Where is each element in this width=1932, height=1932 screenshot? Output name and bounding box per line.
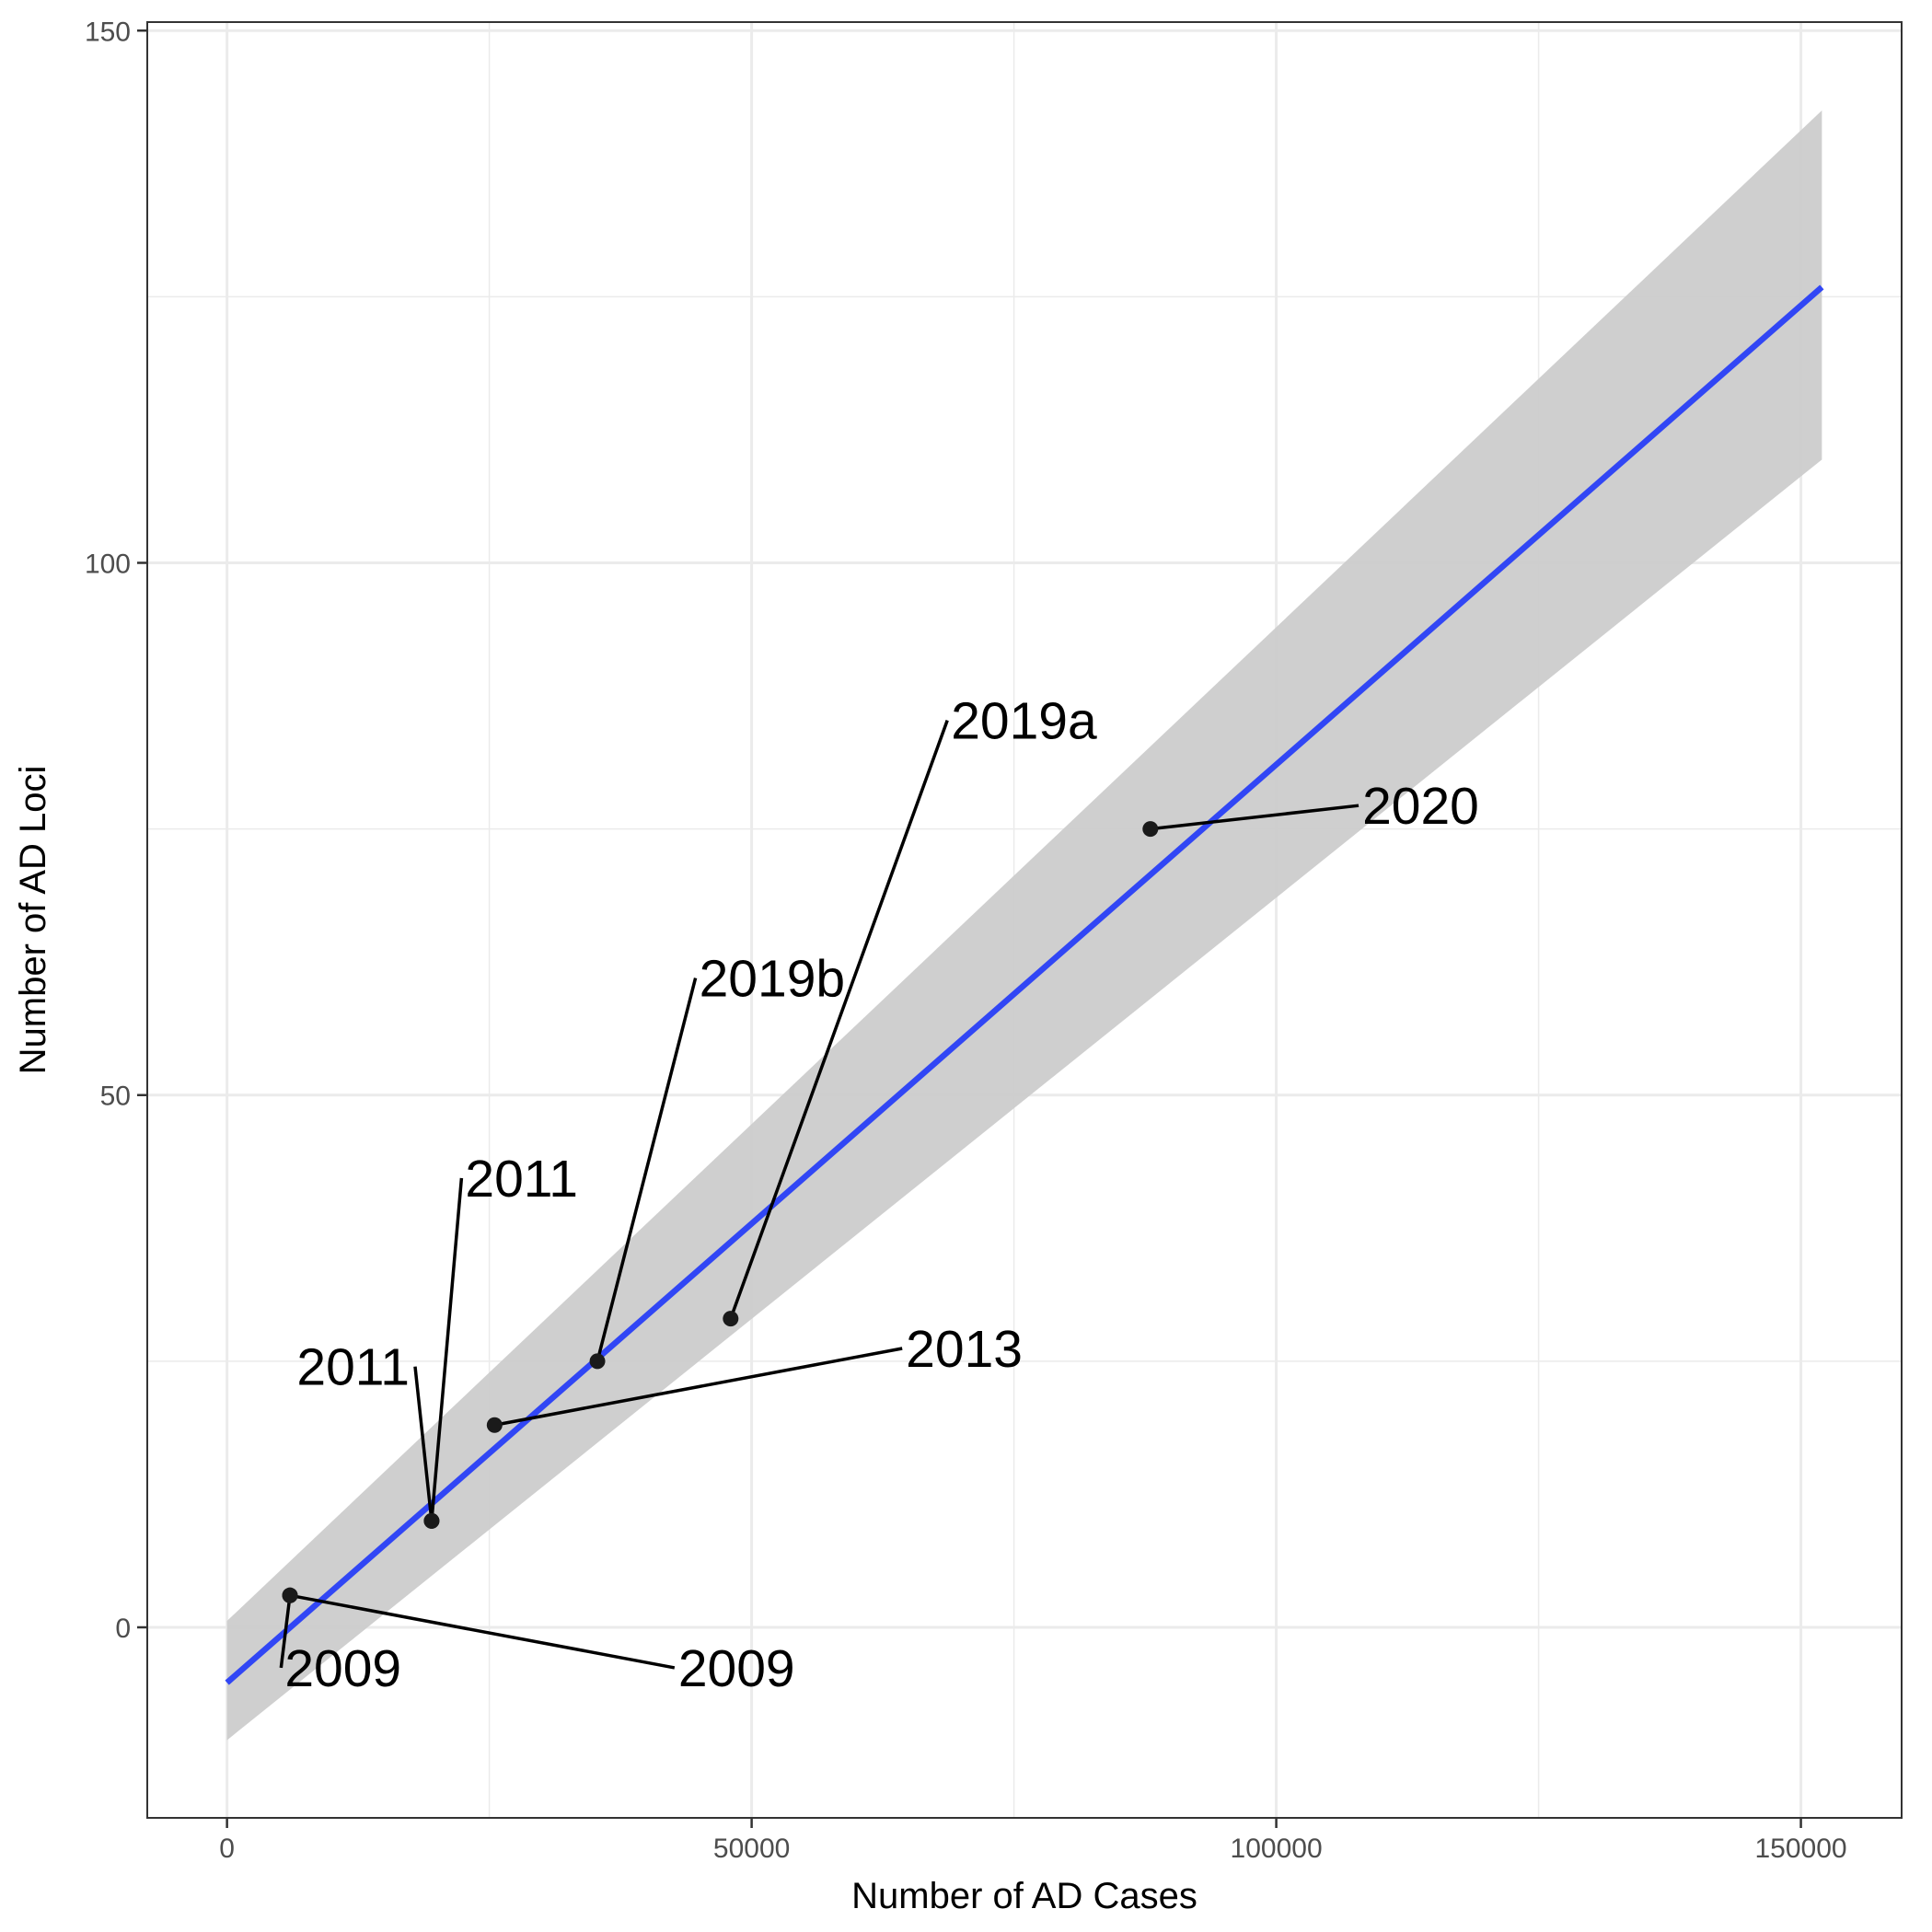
data-point [1142,821,1159,838]
x-axis-title: Number of AD Cases [851,1876,1197,1916]
annotation-connector [1150,804,1359,831]
data-point [589,1353,606,1370]
y-tick-label: 0 [115,1614,131,1644]
annotation-connector [494,1347,903,1427]
data-point [423,1512,440,1529]
y-axis-title: Number of AD Loci [13,766,53,1075]
annotation-connector [596,978,698,1362]
fit-line-layer [225,284,1824,1685]
data-point [723,1311,739,1327]
point-label: 2009 [284,1639,401,1698]
annotation-connector [279,1595,292,1669]
point-label: 2011 [465,1150,578,1209]
panel-border [146,21,1903,1819]
x-tick-label: 0 [219,1834,235,1864]
y-tick-label: 50 [100,1082,131,1112]
point-label: 2020 [1362,777,1479,836]
axes: 0 50000 100000 150000 0 50 100 150 [85,17,1847,1864]
annotation-connector [430,1177,464,1521]
annotation-labels: 2009 2009 2011 2011 2013 2019b 2019a 2020 [284,692,1479,1698]
annotation-connector [289,1593,676,1670]
major-gridlines [147,22,1902,1818]
data-points [282,821,1159,1603]
point-label: 2019a [951,692,1097,751]
point-label: 2019b [700,950,846,1009]
point-label: 2009 [678,1639,795,1698]
y-tick-label: 150 [85,17,131,47]
point-label: 2013 [906,1320,1023,1379]
point-label: 2011 [296,1338,410,1397]
fit-line [225,284,1824,1685]
annotation-connector [413,1366,434,1521]
annotation-connectors [279,720,1359,1670]
annotation-connector [729,720,949,1320]
data-point [282,1587,298,1603]
x-tick-label: 100000 [1231,1834,1323,1864]
y-tick-label: 100 [85,549,131,579]
x-tick-label: 50000 [713,1834,790,1864]
data-point [486,1417,503,1433]
x-tick-label: 150000 [1755,1834,1847,1864]
